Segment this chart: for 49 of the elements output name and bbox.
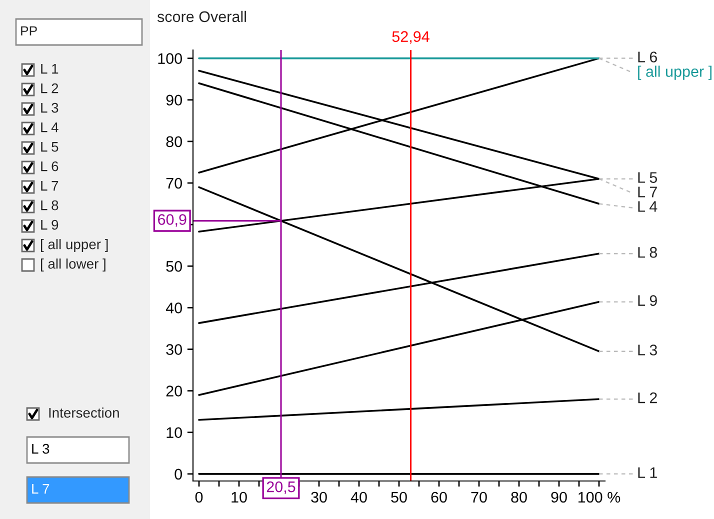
text: L 6 [41,161,58,172]
text: L 7 [32,484,50,494]
x-tick-label: 100 % [578,492,620,503]
text: L 8 [41,200,58,210]
text: L 7 [41,181,58,191]
x-tick-label: 70 [471,492,487,503]
y-tick-label: 0 [174,468,182,480]
text: L 9 [638,295,657,306]
text: L 4 [41,122,58,132]
text: L 5 [638,172,658,183]
text: L 9 [41,220,58,230]
x-tick-label: 60 [431,492,447,503]
x-tick-label: 10 [232,492,247,503]
x-tick-label: 30 [311,492,327,503]
y-tick-label: 40 [166,302,182,314]
y-tick-label: 80 [166,136,182,148]
text: [ all upper ] [638,66,712,80]
text: L 5 [41,142,58,152]
y-tick-label: 30 [166,344,182,355]
x-tick-label: 80 [511,492,527,503]
text: L 3 [638,344,657,356]
y-tick-label: 50 [166,260,182,272]
y-axis-title: score Overall [157,10,246,22]
y-tick-label: 100 [158,53,182,64]
y-tick-label: 20 [166,386,182,396]
text: L 2 [638,392,657,404]
text: L 3 [41,102,58,113]
y-tick-label: 90 [166,94,182,106]
text: L 1 [41,64,58,74]
text: L 2 [41,83,58,94]
ref-line-label: 60,9 [158,214,186,227]
text: L 6 [638,52,657,62]
x-tick-label: 90 [551,492,567,503]
text: L 3 [32,444,50,454]
y-tick-label: 10 [166,427,182,438]
ref-line-label: 20,5 [266,481,296,494]
text: PP [21,26,37,36]
x-tick-label: 40 [350,492,367,503]
x-tick-label: 0 [195,492,203,503]
text: L 8 [638,246,657,258]
text: [ all lower ] [40,258,106,272]
text: L 7 [638,186,657,198]
ref-line-label: 52,94 [392,31,430,44]
x-tick-label: 50 [391,492,407,503]
text: Intersection [49,408,119,418]
text: L 1 [638,467,657,478]
text: L 4 [638,201,658,212]
text: [ all upper ] [40,239,108,252]
y-tick-label: 70 [166,178,182,189]
